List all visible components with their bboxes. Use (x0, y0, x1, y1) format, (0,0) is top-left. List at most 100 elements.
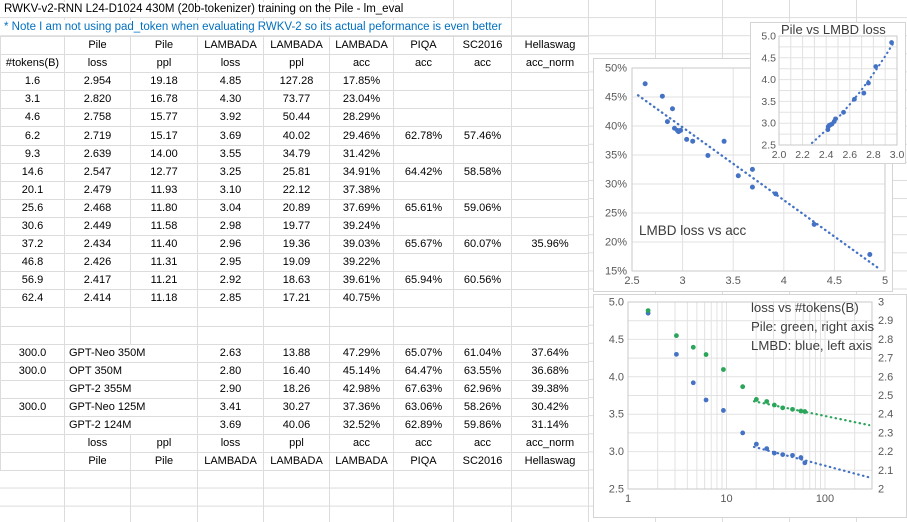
cell[interactable] (511, 325, 589, 345)
cell[interactable]: 12.77 (130, 162, 198, 182)
cell[interactable] (64, 307, 131, 327)
cell[interactable] (64, 325, 131, 345)
cell[interactable] (453, 180, 512, 200)
cell[interactable]: 19.18 (130, 72, 198, 92)
cell[interactable]: 3.69 (197, 415, 264, 436)
cell[interactable]: 20.89 (263, 198, 330, 218)
cell[interactable]: 62.89% (393, 415, 454, 436)
cell[interactable] (453, 216, 512, 237)
cell[interactable] (0, 35, 65, 56)
cell[interactable]: 2.417 (64, 271, 131, 291)
model-name-cell[interactable]: GPT-2 124M (64, 415, 198, 436)
cell[interactable]: 59.06% (453, 198, 512, 218)
cell[interactable]: LAMBADA (197, 35, 264, 56)
cell[interactable]: 60.07% (453, 235, 512, 255)
cell[interactable]: 62.96% (453, 379, 512, 399)
cell[interactable] (329, 307, 394, 327)
cell[interactable]: 3.92 (197, 108, 264, 128)
cell[interactable] (511, 144, 589, 164)
cell[interactable]: 3.04 (197, 198, 264, 218)
cell[interactable]: 60.56% (453, 271, 512, 291)
cell[interactable]: 63.55% (453, 361, 512, 381)
cell[interactable]: PIQA (393, 452, 454, 472)
cell[interactable]: 2.719 (64, 126, 131, 146)
cell[interactable] (130, 325, 198, 345)
cell[interactable]: Hellaswag (511, 452, 589, 472)
cell[interactable]: 46.8 (0, 253, 65, 273)
cell[interactable]: Pile (64, 452, 131, 472)
cell[interactable]: 9.3 (0, 144, 65, 164)
cell[interactable]: 31.42% (329, 144, 394, 164)
cell[interactable]: acc (329, 54, 394, 74)
cell[interactable]: 65.67% (393, 235, 454, 255)
cell[interactable]: acc (453, 54, 512, 74)
cell[interactable]: 40.75% (329, 289, 394, 309)
cell[interactable]: 37.36% (329, 397, 394, 417)
cell[interactable]: 37.2 (0, 235, 65, 255)
cell[interactable]: 39.03% (329, 235, 394, 255)
cell[interactable]: 62.4 (0, 289, 65, 309)
cell[interactable]: 2.96 (197, 235, 264, 255)
cell[interactable]: 20.1 (0, 180, 65, 200)
cell[interactable] (197, 307, 264, 327)
cell[interactable] (511, 90, 589, 110)
cell[interactable]: 3.69 (197, 126, 264, 146)
cell[interactable] (263, 307, 330, 327)
cell[interactable] (263, 325, 330, 345)
cell[interactable] (511, 271, 589, 291)
cell[interactable]: 73.77 (263, 90, 330, 110)
cell[interactable]: LAMBADA (263, 452, 330, 472)
cell[interactable]: 13.88 (263, 343, 330, 363)
cell[interactable] (511, 126, 589, 146)
cell[interactable] (393, 144, 454, 164)
cell[interactable]: 61.04% (453, 343, 512, 363)
cell[interactable]: 58.58% (453, 162, 512, 182)
cell[interactable]: 57.46% (453, 126, 512, 146)
cell[interactable] (0, 434, 65, 454)
cell[interactable]: 2.426 (64, 253, 131, 273)
cell[interactable]: 59.86% (453, 415, 512, 436)
cell[interactable]: acc (393, 434, 454, 454)
cell[interactable]: LAMBADA (197, 452, 264, 472)
cell[interactable]: 22.12 (263, 180, 330, 200)
cell[interactable]: 14.6 (0, 162, 65, 182)
cell[interactable]: 3.10 (197, 180, 264, 200)
cell[interactable]: 4.6 (0, 108, 65, 128)
cell[interactable] (511, 162, 589, 182)
cell[interactable]: 23.04% (329, 90, 394, 110)
cell[interactable]: 65.07% (393, 343, 454, 363)
cell[interactable] (0, 415, 65, 436)
model-name-cell[interactable]: GPT-2 355M (64, 379, 198, 399)
cell[interactable]: 2.434 (64, 235, 131, 255)
cell[interactable]: 2.414 (64, 289, 131, 309)
cell[interactable]: 6.2 (0, 126, 65, 146)
cell[interactable]: 11.80 (130, 198, 198, 218)
cell[interactable]: 300.0 (0, 361, 65, 381)
cell[interactable]: acc (329, 434, 394, 454)
cell[interactable]: loss (64, 434, 131, 454)
cell[interactable]: LAMBADA (329, 452, 394, 472)
cell[interactable]: 39.61% (329, 271, 394, 291)
cell[interactable]: #tokens(B) (0, 54, 65, 74)
cell[interactable]: 11.93 (130, 180, 198, 200)
model-name-cell[interactable]: GPT-Neo 350M (64, 343, 198, 363)
cell[interactable]: 2.92 (197, 271, 264, 291)
cell[interactable] (329, 325, 394, 345)
cell[interactable]: 11.31 (130, 253, 198, 273)
cell[interactable]: 29.46% (329, 126, 394, 146)
cell[interactable] (453, 307, 512, 327)
cell[interactable]: loss (197, 54, 264, 74)
cell[interactable] (0, 307, 65, 327)
cell[interactable] (511, 72, 589, 92)
cell[interactable] (453, 253, 512, 273)
cell[interactable]: 19.36 (263, 235, 330, 255)
cell[interactable]: 34.79 (263, 144, 330, 164)
cell[interactable]: 19.09 (263, 253, 330, 273)
cell[interactable]: 30.42% (511, 397, 589, 417)
cell[interactable]: 2.63 (197, 343, 264, 363)
cell[interactable] (511, 180, 589, 200)
cell[interactable] (453, 144, 512, 164)
cell[interactable]: Pile (64, 35, 131, 56)
cell[interactable] (511, 307, 589, 327)
cell[interactable]: 58.26% (453, 397, 512, 417)
